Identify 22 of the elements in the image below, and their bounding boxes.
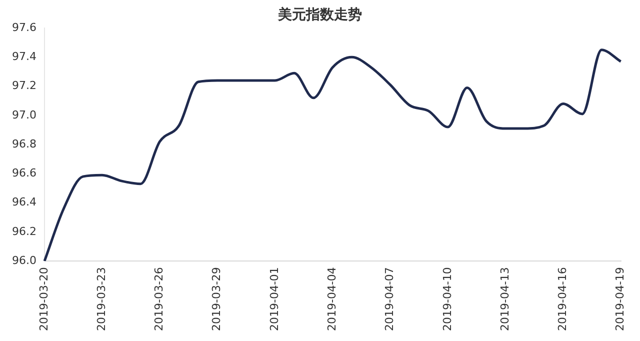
y-tick-label: 96.2 [12, 224, 36, 238]
y-tick-label: 96.0 [12, 254, 36, 267]
y-tick-label: 97.2 [12, 79, 36, 92]
y-tick-label: 97.4 [12, 50, 36, 63]
y-tick-label: 97.0 [12, 108, 36, 122]
x-tick-label: 2019-03-20 [37, 267, 50, 332]
x-tick-label: 2019-04-19 [614, 267, 627, 332]
x-tick-label: 2019-04-13 [498, 267, 512, 332]
y-tick-label: 96.8 [12, 137, 36, 150]
y-tick-label: 97.6 [12, 20, 36, 34]
x-tick-label: 2019-04-16 [556, 267, 570, 332]
x-tick-label: 2019-03-29 [210, 267, 224, 332]
x-tick-label: 2019-04-04 [326, 267, 339, 332]
y-tick-label: 96.6 [12, 166, 36, 180]
x-tick-label: 2019-03-26 [152, 267, 166, 332]
y-tick-label: 96.4 [12, 196, 36, 209]
x-tick-label: 2019-04-01 [268, 267, 281, 332]
x-tick-label: 2019-04-10 [440, 267, 454, 332]
line-series [43, 48, 622, 262]
chart-title: 美元指数走势 [278, 7, 362, 23]
x-tick-label: 2019-04-07 [383, 267, 396, 332]
x-tick-label: 2019-03-23 [94, 267, 108, 332]
